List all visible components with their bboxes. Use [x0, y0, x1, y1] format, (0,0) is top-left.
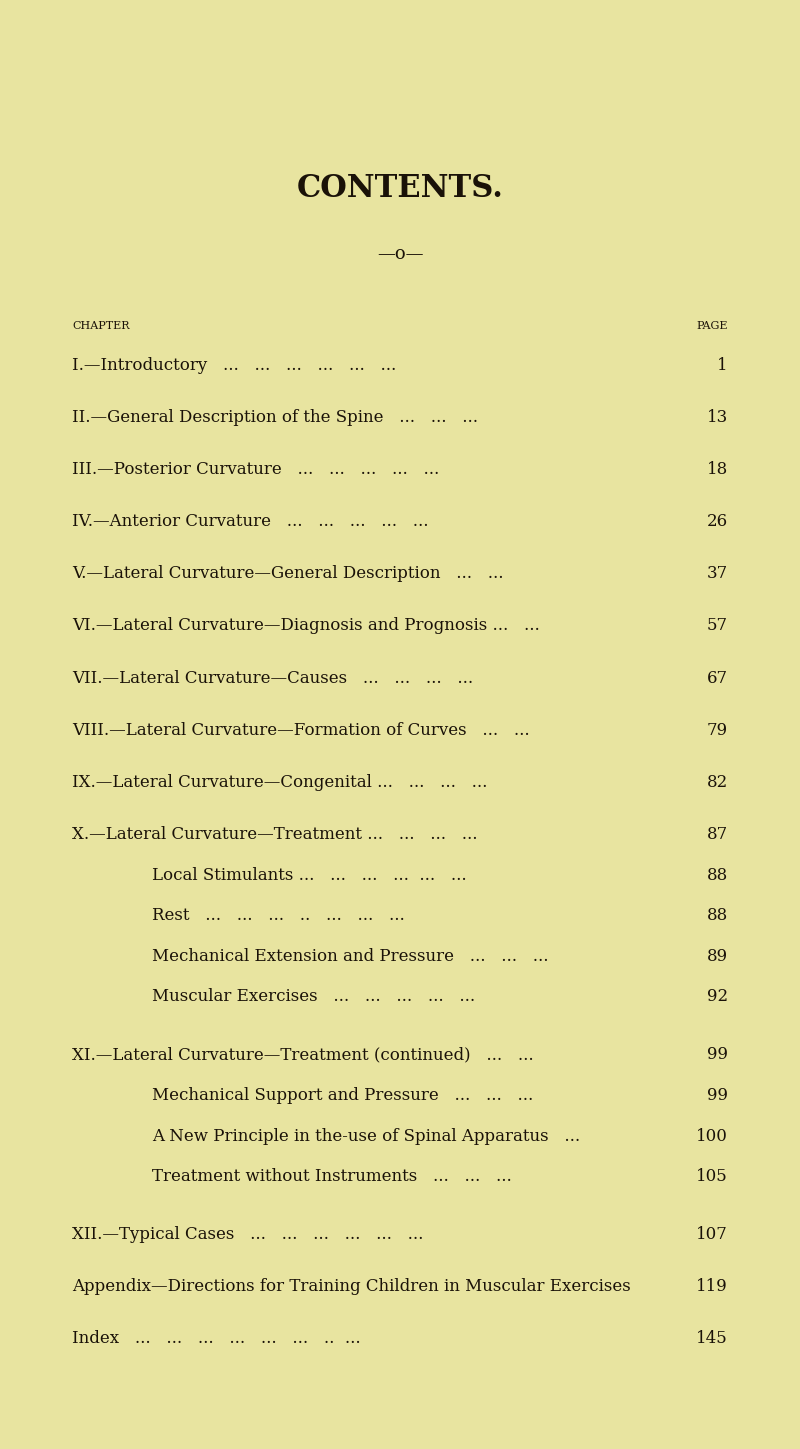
Text: 26: 26	[707, 513, 728, 530]
Text: PAGE: PAGE	[697, 322, 728, 330]
Text: 82: 82	[706, 774, 728, 791]
Text: 87: 87	[706, 826, 728, 843]
Text: Rest   ...   ...   ...   ..   ...   ...   ...: Rest ... ... ... .. ... ... ...	[152, 907, 405, 924]
Text: Muscular Exercises   ...   ...   ...   ...   ...: Muscular Exercises ... ... ... ... ...	[152, 988, 475, 1006]
Text: 13: 13	[706, 409, 728, 426]
Text: Local Stimulants ...   ...   ...   ...  ...   ...: Local Stimulants ... ... ... ... ... ...	[152, 867, 466, 884]
Text: 99: 99	[707, 1046, 728, 1064]
Text: 37: 37	[706, 565, 728, 582]
Text: 79: 79	[707, 722, 728, 739]
Text: 107: 107	[696, 1226, 728, 1243]
Text: A New Principle in the‐use of Spinal Apparatus   ...: A New Principle in the‐use of Spinal App…	[152, 1127, 580, 1145]
Text: CHAPTER: CHAPTER	[72, 322, 130, 330]
Text: Mechanical Extension and Pressure   ...   ...   ...: Mechanical Extension and Pressure ... ..…	[152, 948, 549, 965]
Text: 57: 57	[707, 617, 728, 635]
Text: XI.—Lateral Curvature—Treatment (continued)   ...   ...: XI.—Lateral Curvature—Treatment (continu…	[72, 1046, 534, 1064]
Text: 145: 145	[696, 1330, 728, 1348]
Text: —o—: —o—	[377, 245, 423, 262]
Text: 18: 18	[706, 461, 728, 478]
Text: Appendix—Directions for Training Children in Muscular Exercises: Appendix—Directions for Training Childre…	[72, 1278, 630, 1295]
Text: I.—Introductory   ...   ...   ...   ...   ...   ...: I.—Introductory ... ... ... ... ... ...	[72, 356, 396, 374]
Text: VI.—Lateral Curvature—Diagnosis and Prognosis ...   ...: VI.—Lateral Curvature—Diagnosis and Prog…	[72, 617, 540, 635]
Text: XII.—Typical Cases   ...   ...   ...   ...   ...   ...: XII.—Typical Cases ... ... ... ... ... .…	[72, 1226, 423, 1243]
Text: 105: 105	[696, 1168, 728, 1185]
Text: 67: 67	[707, 669, 728, 687]
Text: III.—Posterior Curvature   ...   ...   ...   ...   ...: III.—Posterior Curvature ... ... ... ...…	[72, 461, 439, 478]
Text: VII.—Lateral Curvature—Causes   ...   ...   ...   ...: VII.—Lateral Curvature—Causes ... ... ..…	[72, 669, 473, 687]
Text: CONTENTS.: CONTENTS.	[297, 172, 503, 204]
Text: IV.—Anterior Curvature   ...   ...   ...   ...   ...: IV.—Anterior Curvature ... ... ... ... .…	[72, 513, 429, 530]
Text: VIII.—Lateral Curvature—Formation of Curves   ...   ...: VIII.—Lateral Curvature—Formation of Cur…	[72, 722, 530, 739]
Text: 99: 99	[707, 1087, 728, 1104]
Text: 100: 100	[696, 1127, 728, 1145]
Text: 119: 119	[696, 1278, 728, 1295]
Text: 92: 92	[707, 988, 728, 1006]
Text: Index   ...   ...   ...   ...   ...   ...   ..  ...: Index ... ... ... ... ... ... .. ...	[72, 1330, 361, 1348]
Text: 88: 88	[706, 867, 728, 884]
Text: 89: 89	[707, 948, 728, 965]
Text: Mechanical Support and Pressure   ...   ...   ...: Mechanical Support and Pressure ... ... …	[152, 1087, 534, 1104]
Text: 1: 1	[718, 356, 728, 374]
Text: II.—General Description of the Spine   ...   ...   ...: II.—General Description of the Spine ...…	[72, 409, 478, 426]
Text: IX.—Lateral Curvature—Congenital ...   ...   ...   ...: IX.—Lateral Curvature—Congenital ... ...…	[72, 774, 487, 791]
Text: 88: 88	[706, 907, 728, 924]
Text: X.—Lateral Curvature—Treatment ...   ...   ...   ...: X.—Lateral Curvature—Treatment ... ... .…	[72, 826, 478, 843]
Text: V.—Lateral Curvature—General Description   ...   ...: V.—Lateral Curvature—General Description…	[72, 565, 503, 582]
Text: Treatment without Instruments   ...   ...   ...: Treatment without Instruments ... ... ..…	[152, 1168, 512, 1185]
